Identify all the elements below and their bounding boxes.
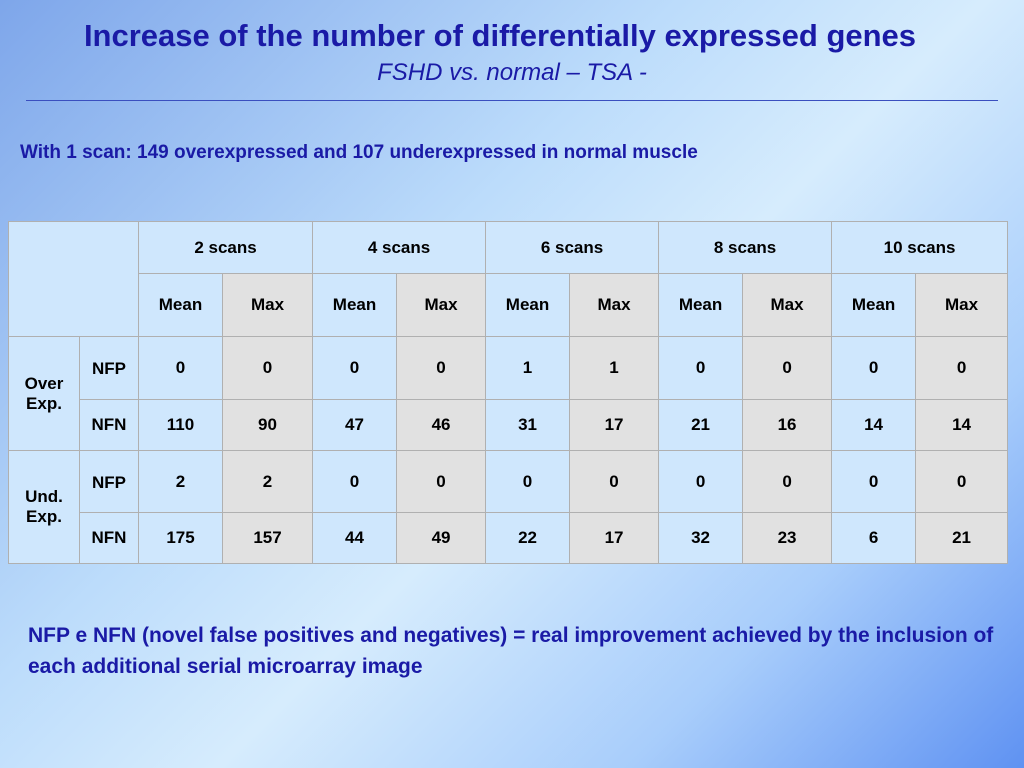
value-cell: 1 xyxy=(569,336,660,400)
value-cell: 46 xyxy=(396,399,487,451)
slide-subtitle: FSHD vs. normal – TSA - xyxy=(377,59,647,86)
value-cell: 21 xyxy=(915,512,1009,564)
value-cell: 90 xyxy=(221,399,314,451)
scan-group-header: 4 scans xyxy=(312,221,487,274)
group-label-line: Exp. xyxy=(26,507,62,526)
value-cell: 0 xyxy=(658,450,744,513)
row-type-label: NFN xyxy=(79,512,139,564)
slide-title: Increase of the number of differentially… xyxy=(83,18,917,53)
value-cell: 0 xyxy=(485,450,571,513)
stat-header-max: Max xyxy=(569,273,660,337)
group-label-und-exp: Und. Exp. xyxy=(8,450,80,564)
value-cell: 0 xyxy=(658,336,744,400)
row-type-label: NFN xyxy=(79,399,139,451)
table-row: NFN 175 157 44 49 22 17 32 23 6 21 xyxy=(9,512,1009,564)
value-cell: 0 xyxy=(396,336,487,400)
corner-cell xyxy=(8,221,139,337)
scan-group-header: 2 scans xyxy=(137,221,314,274)
value-cell: 110 xyxy=(138,399,223,451)
value-cell: 17 xyxy=(569,399,660,451)
table-row: NFN 110 90 47 46 31 17 21 16 14 14 xyxy=(9,399,1009,451)
value-cell: 0 xyxy=(831,450,917,513)
value-cell: 31 xyxy=(485,399,571,451)
stat-header-mean: Mean xyxy=(831,273,917,337)
value-cell: 0 xyxy=(915,336,1009,400)
value-cell: 175 xyxy=(138,512,223,564)
title-divider xyxy=(26,100,998,101)
row-type-label: NFP xyxy=(79,450,139,513)
table-row: Und. Exp. NFP 2 2 0 0 0 0 0 0 0 0 xyxy=(8,450,1009,564)
stat-header-max: Max xyxy=(742,273,833,337)
value-cell: 16 xyxy=(742,399,833,451)
scan-group-header: 8 scans xyxy=(658,221,833,274)
value-cell: 0 xyxy=(138,336,223,400)
value-cell: 0 xyxy=(742,450,833,513)
value-cell: 1 xyxy=(485,336,571,400)
results-table: 2 scans 4 scans 6 scans 8 scans 10 scans… xyxy=(8,221,1009,564)
value-cell: 0 xyxy=(312,336,398,400)
value-cell: 0 xyxy=(221,336,314,400)
value-cell: 22 xyxy=(485,512,571,564)
group-label-line: Exp. xyxy=(26,393,62,413)
stat-header-mean: Mean xyxy=(312,273,398,337)
value-cell: 0 xyxy=(569,450,660,513)
value-cell: 157 xyxy=(221,512,314,564)
value-cell: 14 xyxy=(915,399,1009,451)
row-type-label: NFP xyxy=(79,336,139,400)
value-cell: 21 xyxy=(658,399,744,451)
stat-header-mean: Mean xyxy=(485,273,571,337)
group-label-line: Und. xyxy=(25,487,63,506)
value-cell: 32 xyxy=(658,512,744,564)
value-cell: 14 xyxy=(831,399,917,451)
value-cell: 0 xyxy=(312,450,398,513)
value-cell: 6 xyxy=(831,512,917,564)
value-cell: 0 xyxy=(742,336,833,400)
group-label-line: Over xyxy=(24,373,64,393)
value-cell: 0 xyxy=(915,450,1009,513)
stat-header-max: Max xyxy=(915,273,1009,337)
value-cell: 0 xyxy=(396,450,487,513)
value-cell: 17 xyxy=(569,512,660,564)
value-cell: 2 xyxy=(221,450,314,513)
value-cell: 0 xyxy=(831,336,917,400)
stat-header-row: Mean Max Mean Max Mean Max Mean Max Mean… xyxy=(9,273,1009,337)
stat-header-mean: Mean xyxy=(138,273,223,337)
scan-group-header: 6 scans xyxy=(485,221,660,274)
scan-header-row: 2 scans 4 scans 6 scans 8 scans 10 scans xyxy=(8,221,1009,337)
value-cell: 44 xyxy=(312,512,398,564)
value-cell: 47 xyxy=(312,399,398,451)
group-label-over-exp: Over Exp. xyxy=(8,336,80,451)
stat-header-mean: Mean xyxy=(658,273,744,337)
value-cell: 23 xyxy=(742,512,833,564)
scan-group-header: 10 scans xyxy=(831,221,1009,274)
value-cell: 2 xyxy=(138,450,223,513)
intro-text: With 1 scan: 149 overexpressed and 107 u… xyxy=(20,142,698,163)
stat-header-max: Max xyxy=(221,273,314,337)
footnote-text: NFP e NFN (novel false positives and neg… xyxy=(28,624,994,678)
value-cell: 49 xyxy=(396,512,487,564)
table-row: Over Exp. NFP 0 0 0 0 1 1 0 0 0 0 xyxy=(8,336,1009,451)
stat-header-max: Max xyxy=(396,273,487,337)
